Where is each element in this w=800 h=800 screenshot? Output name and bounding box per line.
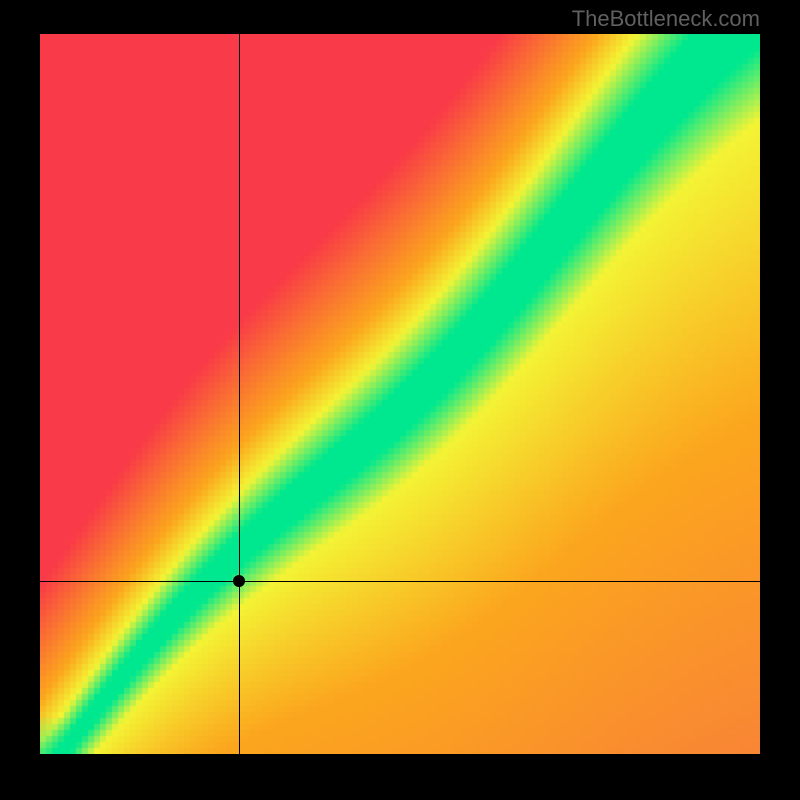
watermark-text: TheBottleneck.com — [572, 6, 760, 32]
data-point-marker — [233, 575, 245, 587]
heatmap-plot-area — [40, 34, 760, 754]
crosshair-horizontal — [40, 581, 760, 582]
heatmap-canvas — [40, 34, 760, 754]
crosshair-vertical — [239, 34, 240, 754]
